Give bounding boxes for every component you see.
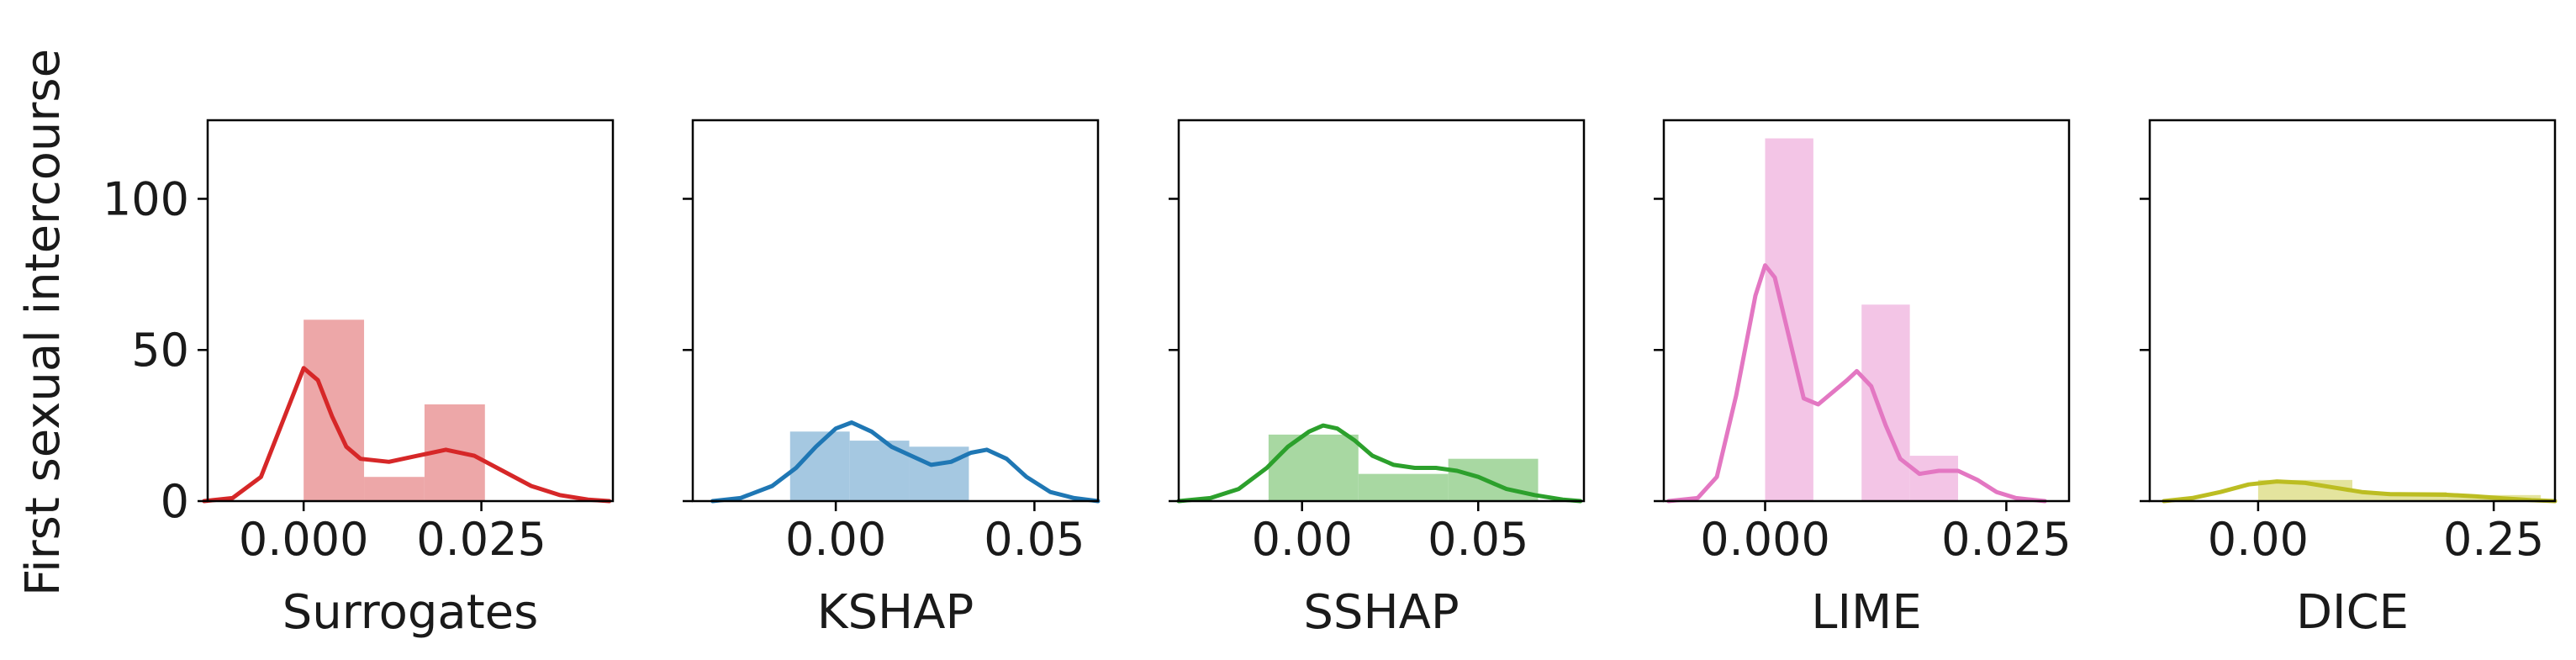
y-tick-label: 100 (103, 172, 189, 225)
x-tick-label: 0.05 (984, 513, 1085, 566)
x-axis-label: DICE (2296, 585, 2409, 640)
axes-frame (1177, 119, 1586, 503)
histogram-bar (1861, 304, 1910, 501)
histogram-bar (364, 477, 425, 501)
panel-lime: 0.000 0.025 LIME (1654, 119, 2072, 640)
panel-sshap: 0.00 0.05 SSHAP (1169, 119, 1586, 640)
x-tick-label: 0.025 (1941, 513, 2072, 566)
kde-line (1176, 423, 1583, 504)
histogram-bar (909, 446, 969, 501)
kde-line (202, 366, 612, 504)
kde-line (710, 420, 1101, 504)
histogram-bar (1909, 456, 1959, 501)
x-axis-label: Surrogates (282, 585, 539, 640)
kde-line (1666, 263, 2047, 504)
histogram-bar (1268, 434, 1359, 501)
x-tick-label: 0.000 (239, 513, 369, 566)
x-axis-label: KSHAP (817, 585, 974, 640)
x-tick-label: 0.05 (1428, 513, 1528, 566)
axes-frame (1662, 119, 2071, 503)
x-tick-label: 0.25 (2443, 513, 2544, 566)
panel-surrogates: 0 50 100 0.000 0.025 Surrogates (103, 119, 615, 640)
kde-line (2162, 479, 2558, 504)
y-tick-label: 0 (161, 475, 189, 528)
histogram-bar (304, 319, 365, 501)
y-axis-label: First sexual intercourse (16, 49, 71, 596)
x-tick-label: 0.025 (416, 513, 546, 566)
axes-frame (691, 119, 1100, 503)
histogram-bar (1358, 473, 1449, 501)
x-tick-label: 0.00 (785, 513, 886, 566)
y-tick-label: 50 (131, 324, 189, 377)
axes-frame (206, 119, 615, 503)
panel-dice: 0.00 0.25 DICE (2140, 119, 2558, 640)
x-axis-label: LIME (1811, 585, 1921, 640)
x-tick-label: 0.000 (1700, 513, 1830, 566)
axes-frame (2148, 119, 2557, 503)
histogram-bar (1765, 138, 1813, 502)
x-axis-label: SSHAP (1303, 585, 1459, 640)
histogram-bar (2352, 492, 2447, 501)
x-tick-label: 0.00 (1252, 513, 1353, 566)
x-tick-label: 0.00 (2208, 513, 2309, 566)
